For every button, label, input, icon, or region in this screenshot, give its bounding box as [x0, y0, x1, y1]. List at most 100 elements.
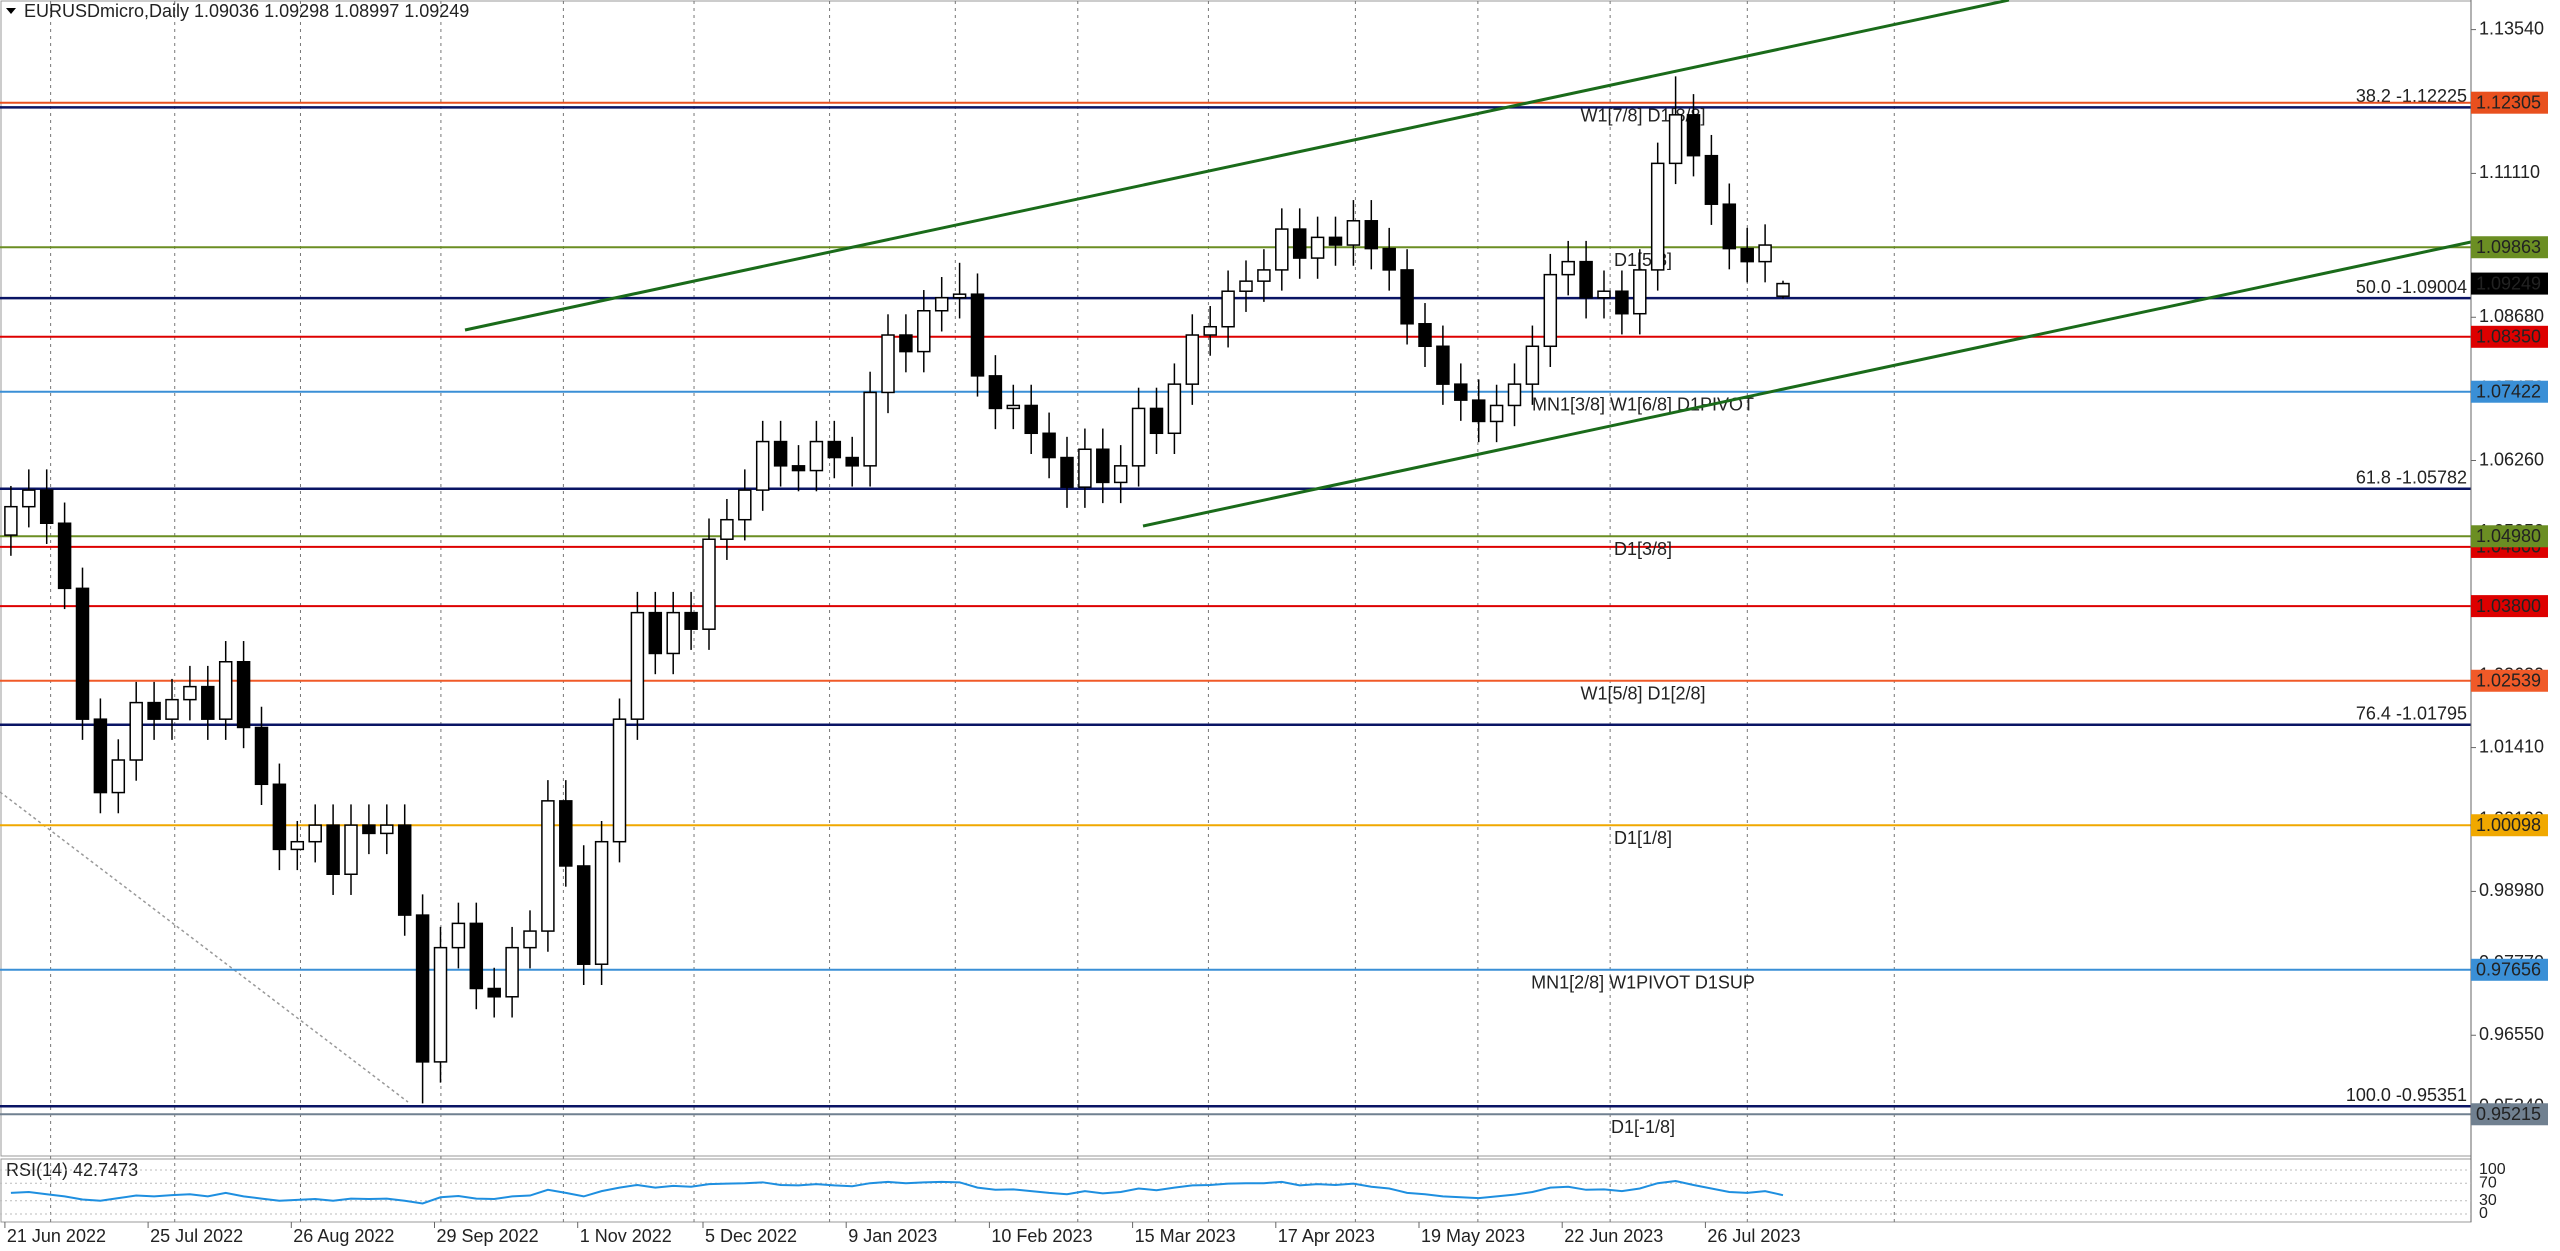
level-note: D1[1/8] [1614, 828, 1672, 848]
x-tick-label: 10 Feb 2023 [991, 1226, 1092, 1246]
candle-body [934, 296, 949, 312]
candle-body [1257, 269, 1271, 282]
price-box [2471, 1103, 2548, 1126]
price-box [2471, 272, 2548, 295]
price-box-label: 0.95215 [2476, 1104, 2541, 1124]
candle-body [1024, 404, 1038, 435]
indicator-title: RSI(14) 42.7473 [6, 1160, 138, 1180]
candle-body [630, 611, 645, 720]
candle-body [308, 824, 322, 843]
candle-body [1328, 236, 1343, 246]
main-pane [0, 0, 2472, 1157]
level-note: MN1[2/8] W1PIVOT D1SUP [1531, 973, 1755, 993]
x-tick-label: 5 Dec 2022 [705, 1226, 797, 1246]
indicator-tick-label: 100 [2479, 1161, 2506, 1178]
candle-body [165, 698, 179, 720]
candle-body [970, 293, 985, 377]
candle-body [1471, 399, 1486, 423]
x-tick-label: 1 Nov 2022 [580, 1226, 672, 1246]
x-axis: 21 Jun 2022 25 Jul 2022 26 Aug 2022 29 Sep … [4, 1222, 1800, 1246]
y-tick-label: 1.08680 [2479, 306, 2544, 326]
price-boxes: 1.123051.098631.083501.074221.048001.049… [2471, 91, 2548, 1126]
candle-body [612, 718, 627, 843]
candle-body [487, 987, 501, 998]
price-box [2471, 525, 2548, 548]
candle-body [254, 726, 269, 786]
y-tick-label: 0.96550 [2479, 1024, 2544, 1044]
price-box-label: 1.08350 [2476, 327, 2541, 347]
indicator-tick-label: 30 [2479, 1192, 2497, 1209]
candle-body [326, 824, 340, 876]
candle-body [666, 611, 680, 655]
y-tick-label: 1.01410 [2479, 736, 2544, 756]
price-box-label: 1.02539 [2476, 671, 2541, 691]
candle-body [1436, 345, 1450, 385]
candle-body [201, 685, 215, 720]
candle-body [881, 334, 895, 394]
channel-upper [464, 0, 2010, 332]
candle-body [1382, 247, 1396, 271]
candle-body [1221, 290, 1235, 328]
candle-body [1686, 114, 1701, 157]
candle-body [1650, 162, 1665, 271]
candle-body [1167, 383, 1182, 435]
candle-body [952, 293, 967, 299]
price-box [2471, 669, 2548, 692]
candle-body [1507, 383, 1522, 407]
price-box-label: 1.03800 [2476, 596, 2541, 616]
indicator-pane [0, 1158, 2472, 1223]
candle-body [1758, 244, 1772, 263]
candle-body [1776, 282, 1790, 297]
candle-body [290, 840, 305, 851]
candle-body [755, 440, 770, 491]
candle-body [576, 865, 591, 965]
candle-body [433, 946, 448, 1063]
candle-body [594, 840, 609, 965]
rsi-line [10, 1179, 1784, 1205]
candle-body [1006, 404, 1021, 410]
candle-body [1113, 465, 1128, 484]
candle-body [773, 440, 788, 467]
x-tick-label: 26 Aug 2022 [293, 1226, 394, 1246]
x-tick-label: 19 May 2023 [1421, 1226, 1525, 1246]
candle-body [93, 718, 108, 794]
candle-body [397, 824, 412, 916]
price-box-label: 1.09249 [2476, 273, 2541, 293]
indicator-tick-label: 70 [2479, 1174, 2497, 1191]
price-box [2471, 91, 2548, 114]
candle-body [1131, 407, 1146, 467]
price-box [2471, 380, 2548, 403]
candle-body [1239, 280, 1253, 292]
candle-body [1060, 456, 1074, 488]
x-tick-label: 26 Jul 2023 [1707, 1226, 1800, 1246]
x-tick-label: 21 Jun 2022 [7, 1226, 106, 1246]
level-note: D1[-1/8] [1611, 1117, 1675, 1137]
channel-lower [1142, 240, 2472, 528]
candle-body [1203, 325, 1217, 336]
candle-body [218, 661, 233, 720]
price-box-label: 1.07422 [2476, 381, 2541, 401]
candle-body [1078, 448, 1092, 488]
price-box-label: 1.12305 [2476, 92, 2541, 112]
fib-label: 100.0 -0.95351 [2346, 1085, 2467, 1105]
candle-body [1597, 290, 1611, 299]
chart-title: EURUSDmicro,Daily 1.09036 1.09298 1.0899… [24, 1, 469, 21]
candle-body [988, 375, 1003, 410]
candle-body [899, 334, 913, 353]
candle-body [1489, 404, 1504, 423]
price-box-label: 1.09863 [2476, 237, 2541, 257]
candle-body [469, 922, 484, 990]
candle-body [917, 310, 931, 353]
y-tick-label: 1.11110 [2479, 162, 2540, 182]
x-tick-label: 9 Jan 2023 [848, 1226, 937, 1246]
candle-body [684, 611, 698, 630]
trend-line-dotted [0, 791, 409, 1103]
menu-triangle[interactable] [6, 8, 16, 14]
candle-body [1579, 260, 1593, 299]
candle-body [541, 800, 555, 932]
price-box [2471, 958, 2548, 981]
candle-body [648, 611, 663, 655]
